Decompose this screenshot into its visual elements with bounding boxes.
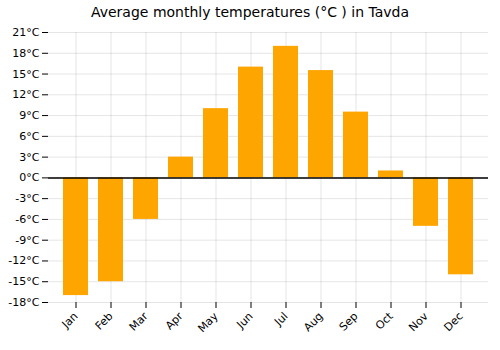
svg-text:Aug: Aug: [301, 310, 325, 334]
svg-text:Feb: Feb: [93, 310, 116, 333]
svg-text:Sep: Sep: [337, 310, 361, 334]
svg-text:Nov: Nov: [406, 309, 431, 334]
svg-text:Dec: Dec: [441, 310, 465, 334]
svg-text:Apr: Apr: [163, 309, 186, 332]
svg-text:15°C: 15°C: [12, 68, 39, 81]
svg-text:21°C: 21°C: [12, 26, 39, 39]
svg-text:May: May: [195, 309, 221, 335]
svg-text:-15°C: -15°C: [8, 275, 39, 288]
svg-text:Mar: Mar: [127, 309, 151, 333]
svg-text:-3°C: -3°C: [15, 192, 39, 205]
svg-text:-18°C: -18°C: [8, 296, 39, 309]
html-text:Average monthly temperatures (: Average monthly temperatures (°C ) in Ta…: [90, 4, 410, 20]
svg-text:Jun: Jun: [234, 310, 256, 332]
svg-text:Oct: Oct: [373, 309, 396, 332]
svg-text:18°C: 18°C: [12, 47, 39, 60]
svg-text:-6°C: -6°C: [15, 213, 39, 226]
svg-text:-9°C: -9°C: [15, 234, 39, 247]
svg-text:-12°C: -12°C: [8, 254, 39, 267]
svg-text:12°C: 12°C: [12, 88, 39, 101]
svg-text:9°C: 9°C: [19, 109, 39, 122]
svg-text:Jan: Jan: [59, 310, 81, 332]
svg-text:6°C: 6°C: [19, 130, 39, 143]
svg-text:Jul: Jul: [271, 310, 290, 329]
svg-text:3°C: 3°C: [19, 151, 39, 164]
svg-text:0°C: 0°C: [19, 171, 39, 184]
